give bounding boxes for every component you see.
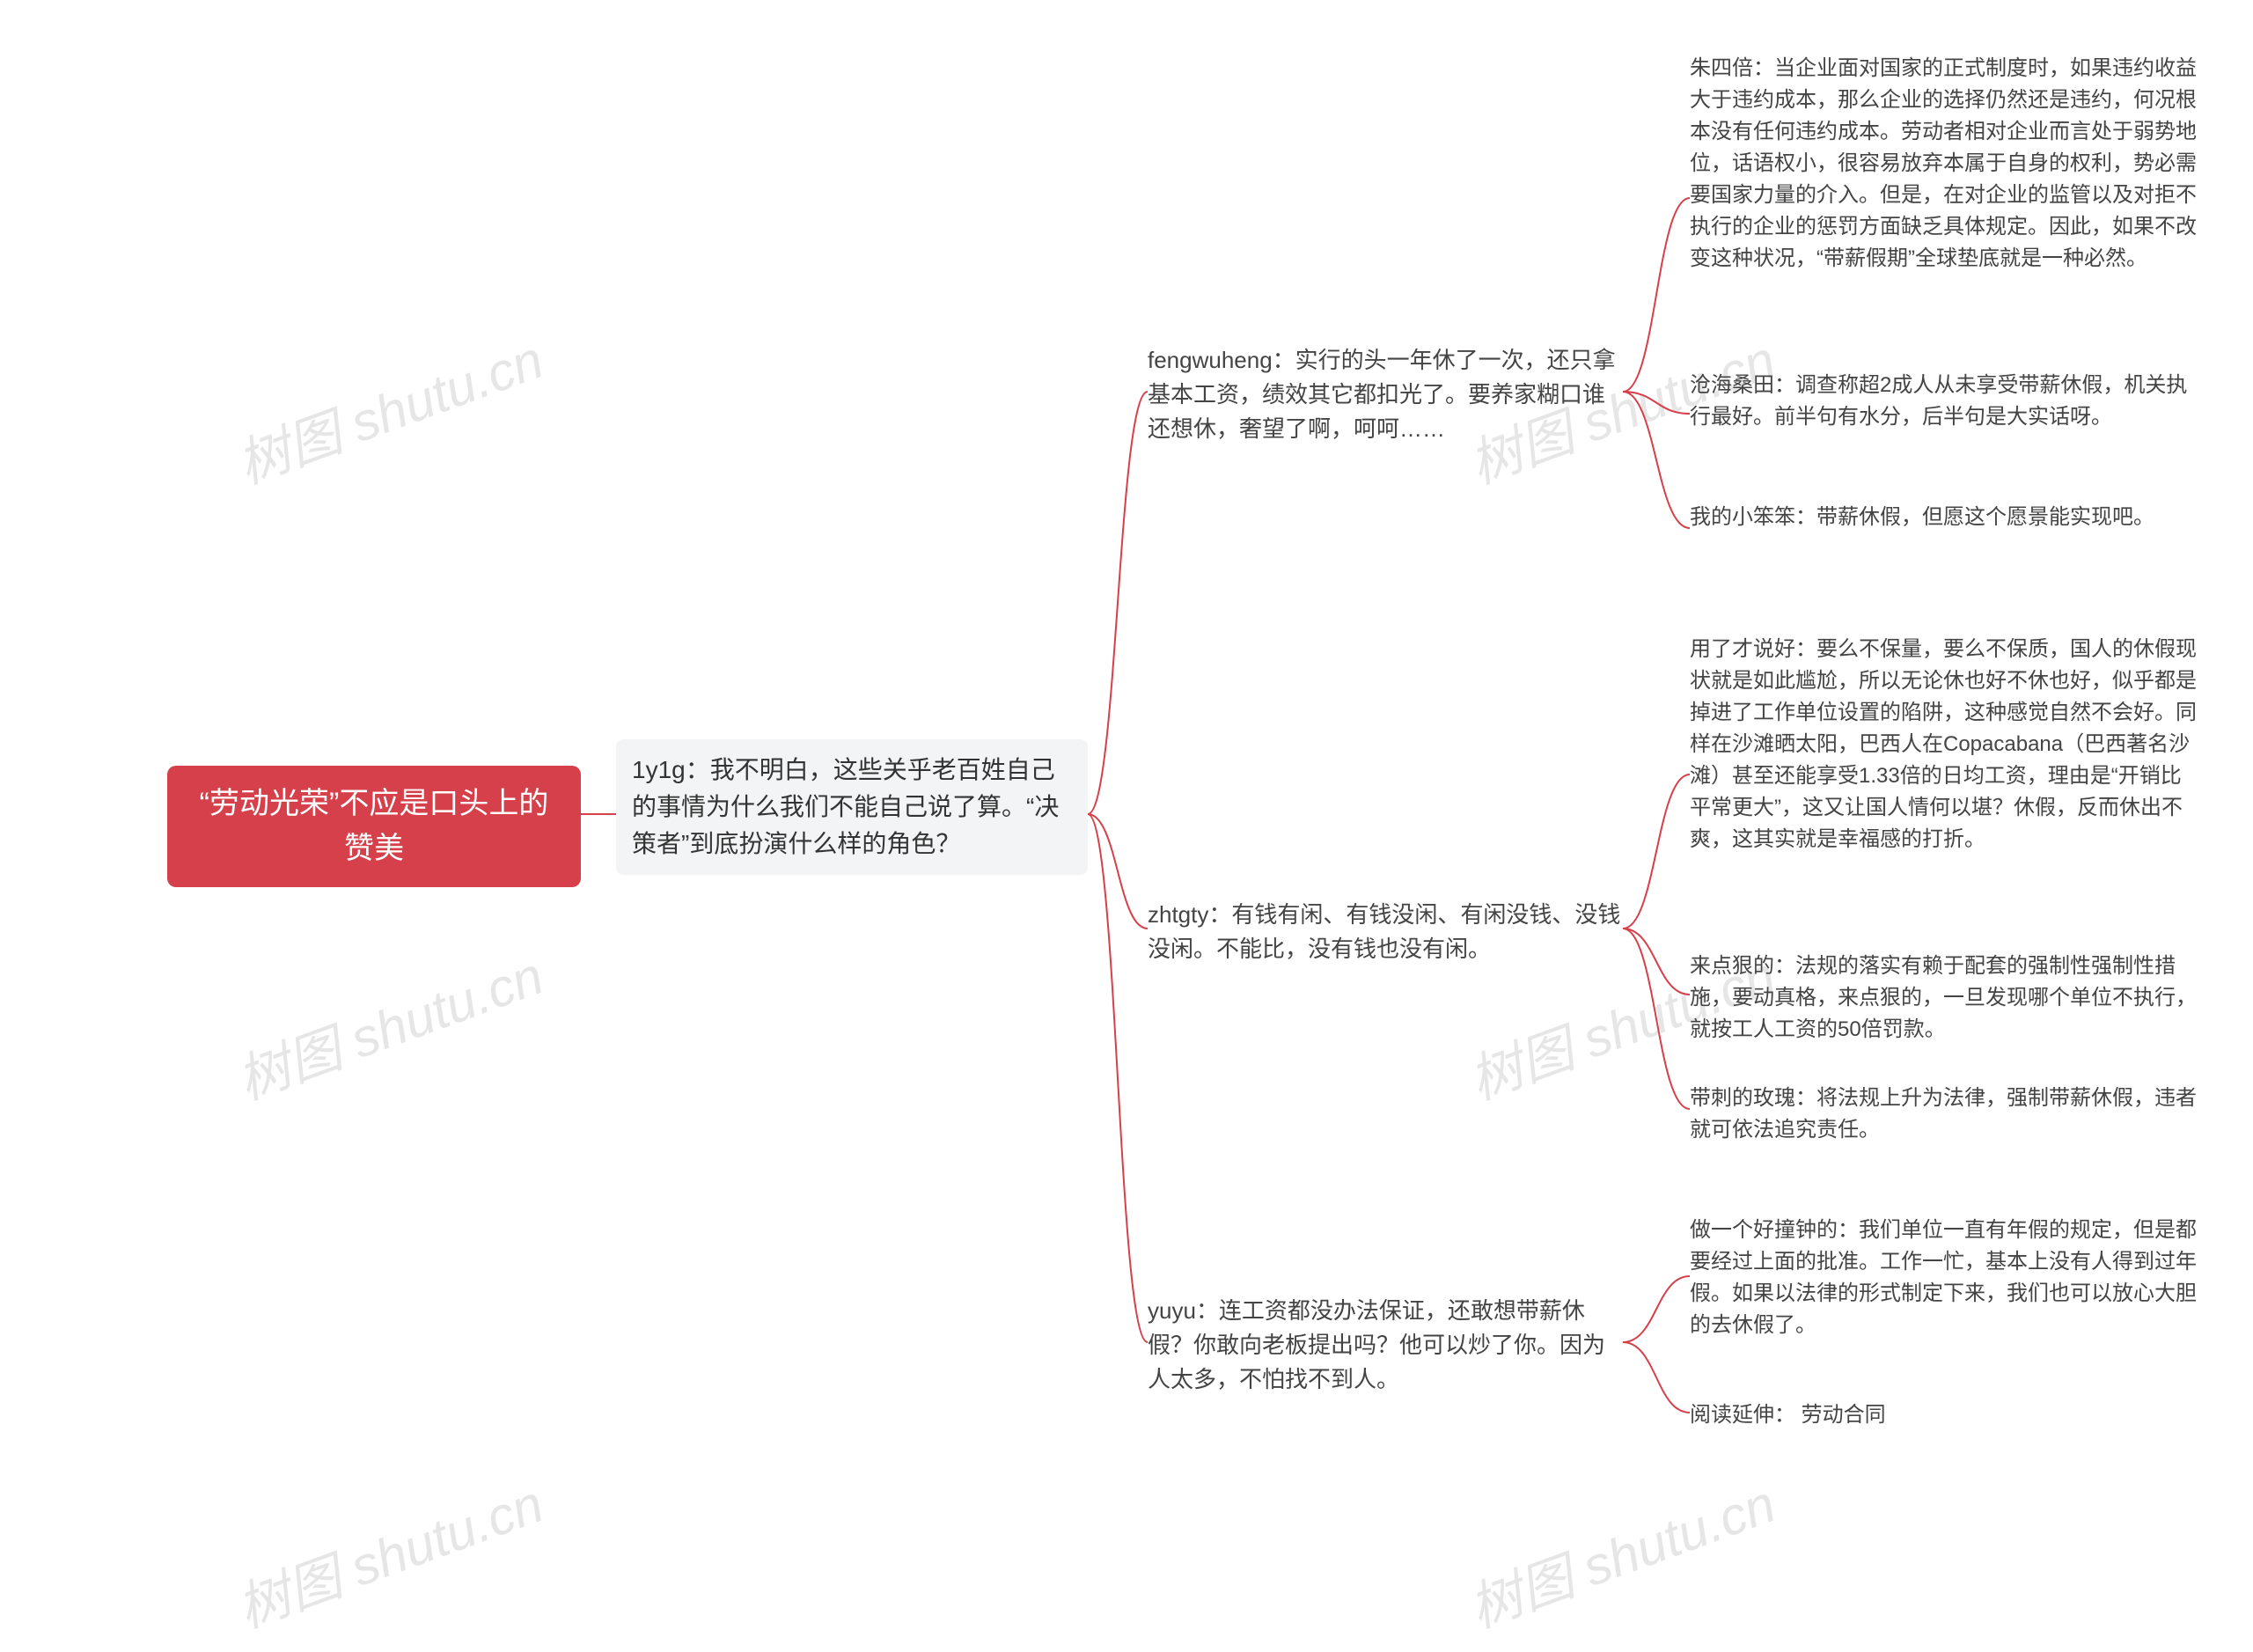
watermark: 树图 shutu.cn	[225, 1461, 552, 1642]
level1-text: 1y1g：我不明白，这些关乎老百姓自己的事情为什么我们不能自己说了算。“决策者”…	[632, 756, 1059, 857]
level3-text: 做一个好撞钟的：我们单位一直有年假的规定，但是都要经过上面的批准。工作一忙，基本…	[1690, 1218, 2197, 1337]
level3-text: 朱四倍：当企业面对国家的正式制度时，如果违约收益大于违约成本，那么企业的选择仍然…	[1690, 56, 2197, 270]
level2-text: yuyu：连工资都没办法保证，还敢想带薪休假？你敢向老板提出吗？他可以炒了你。因…	[1148, 1297, 1605, 1392]
level2-node-c[interactable]: yuyu：连工资都没办法保证，还敢想带薪休假？你敢向老板提出吗？他可以炒了你。因…	[1148, 1294, 1623, 1397]
level3-text: 用了才说好：要么不保量，要么不保质，国人的休假现状就是如此尴尬，所以无论休也好不…	[1690, 637, 2197, 851]
level3-text: 来点狠的：法规的落实有赖于配套的强制性强制性措施，要动真格，来点狠的，一旦发现哪…	[1690, 954, 2197, 1041]
level3-node[interactable]: 带刺的玫瑰：将法规上升为法律，强制带薪休假，违者就可依法追究责任。	[1690, 1083, 2200, 1146]
level3-node[interactable]: 来点狠的：法规的落实有赖于配套的强制性强制性措施，要动真格，来点狠的，一旦发现哪…	[1690, 951, 2200, 1046]
level3-text: 阅读延伸： 劳动合同	[1690, 1403, 1886, 1427]
level3-node[interactable]: 阅读延伸： 劳动合同	[1690, 1399, 2200, 1431]
watermark: 树图 shutu.cn	[225, 317, 552, 498]
level3-node[interactable]: 用了才说好：要么不保量，要么不保质，国人的休假现状就是如此尴尬，所以无论休也好不…	[1690, 634, 2200, 855]
level3-text: 带刺的玫瑰：将法规上升为法律，强制带薪休假，违者就可依法追究责任。	[1690, 1086, 2197, 1142]
level2-node-a[interactable]: fengwuheng：实行的头一年休了一次，还只拿基本工资，绩效其它都扣光了。要…	[1148, 343, 1623, 446]
level2-node-b[interactable]: zhtgty：有钱有闲、有钱没闲、有闲没钱、没钱没闲。不能比，没有钱也没有闲。	[1148, 898, 1623, 966]
level1-node[interactable]: 1y1g：我不明白，这些关乎老百姓自己的事情为什么我们不能自己说了算。“决策者”…	[616, 739, 1088, 875]
level3-text: 我的小笨笨：带薪休假，但愿这个愿景能实现吧。	[1690, 505, 2154, 529]
level2-text: zhtgty：有钱有闲、有钱没闲、有闲没钱、没钱没闲。不能比，没有钱也没有闲。	[1148, 901, 1620, 962]
level3-node[interactable]: 沧海桑田：调查称超2成人从未享受带薪休假，机关执行最好。前半句有水分，后半句是大…	[1690, 370, 2200, 433]
watermark: 树图 shutu.cn	[1457, 1461, 1784, 1642]
mindmap-canvas: 树图 shutu.cn 树图 shutu.cn 树图 shutu.cn 树图 s…	[0, 0, 2253, 1652]
level3-node[interactable]: 我的小笨笨：带薪休假，但愿这个愿景能实现吧。	[1690, 502, 2200, 533]
level3-node[interactable]: 做一个好撞钟的：我们单位一直有年假的规定，但是都要经过上面的批准。工作一忙，基本…	[1690, 1215, 2200, 1341]
level2-text: fengwuheng：实行的头一年休了一次，还只拿基本工资，绩效其它都扣光了。要…	[1148, 347, 1616, 442]
root-text: “劳动光荣”不应是口头上的赞美	[200, 787, 549, 865]
level3-node[interactable]: 朱四倍：当企业面对国家的正式制度时，如果违约收益大于违约成本，那么企业的选择仍然…	[1690, 53, 2200, 275]
level3-text: 沧海桑田：调查称超2成人从未享受带薪休假，机关执行最好。前半句有水分，后半句是大…	[1690, 373, 2187, 429]
watermark: 树图 shutu.cn	[225, 933, 552, 1114]
root-node[interactable]: “劳动光荣”不应是口头上的赞美	[167, 766, 581, 887]
